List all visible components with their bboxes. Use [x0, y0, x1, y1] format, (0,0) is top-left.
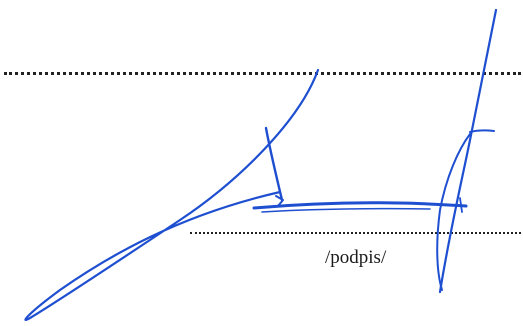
- dotted-line-top: [4, 72, 521, 75]
- signature-dotted-line: [190, 232, 521, 234]
- signature-caption: /podpis/: [325, 247, 387, 268]
